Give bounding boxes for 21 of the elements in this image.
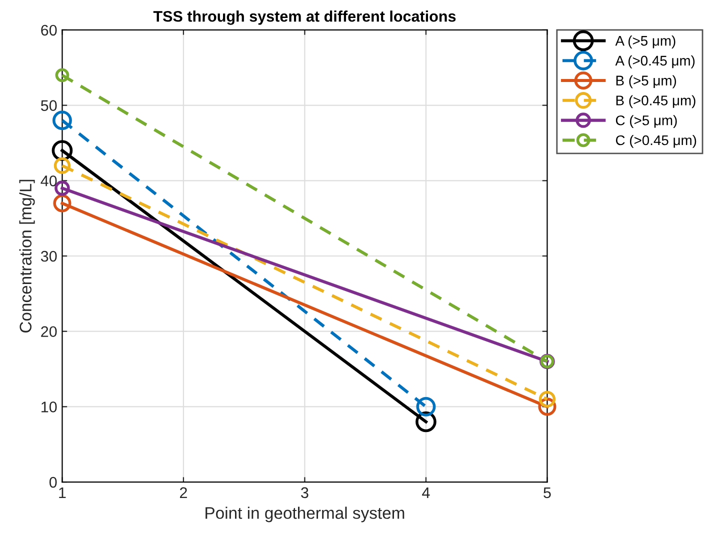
legend-label: C (>5 μm) bbox=[616, 115, 677, 128]
x-tick-label: 2 bbox=[180, 487, 187, 498]
x-tick-label: 5 bbox=[544, 487, 551, 498]
legend-label: B (>5 μm) bbox=[616, 75, 676, 88]
x-tick-label: 4 bbox=[422, 487, 430, 498]
legend-label: B (>0.45 μm) bbox=[616, 95, 696, 108]
x-axis-title: Point in geothermal system bbox=[206, 506, 404, 522]
legend-label: C (>0.45 μm) bbox=[616, 134, 696, 148]
y-tick-label: 20 bbox=[41, 326, 57, 338]
y-tick-label: 30 bbox=[40, 250, 57, 262]
y-tick-label: 60 bbox=[41, 24, 57, 36]
legend-label: A (>5 μm) bbox=[615, 36, 676, 48]
x-tick-label: 1 bbox=[59, 487, 66, 498]
legend-label: A (>0.45 μm) bbox=[615, 55, 695, 68]
y-axis-title: Concentration [mg/L] bbox=[19, 180, 35, 332]
chart-title: TSS through system at different locations bbox=[153, 10, 456, 25]
y-tick-label: 0 bbox=[49, 476, 57, 488]
x-tick-label: 3 bbox=[301, 487, 308, 498]
y-tick-label: 50 bbox=[40, 100, 57, 111]
y-tick-label: 40 bbox=[40, 176, 57, 186]
y-tick-label: 10 bbox=[42, 402, 57, 412]
